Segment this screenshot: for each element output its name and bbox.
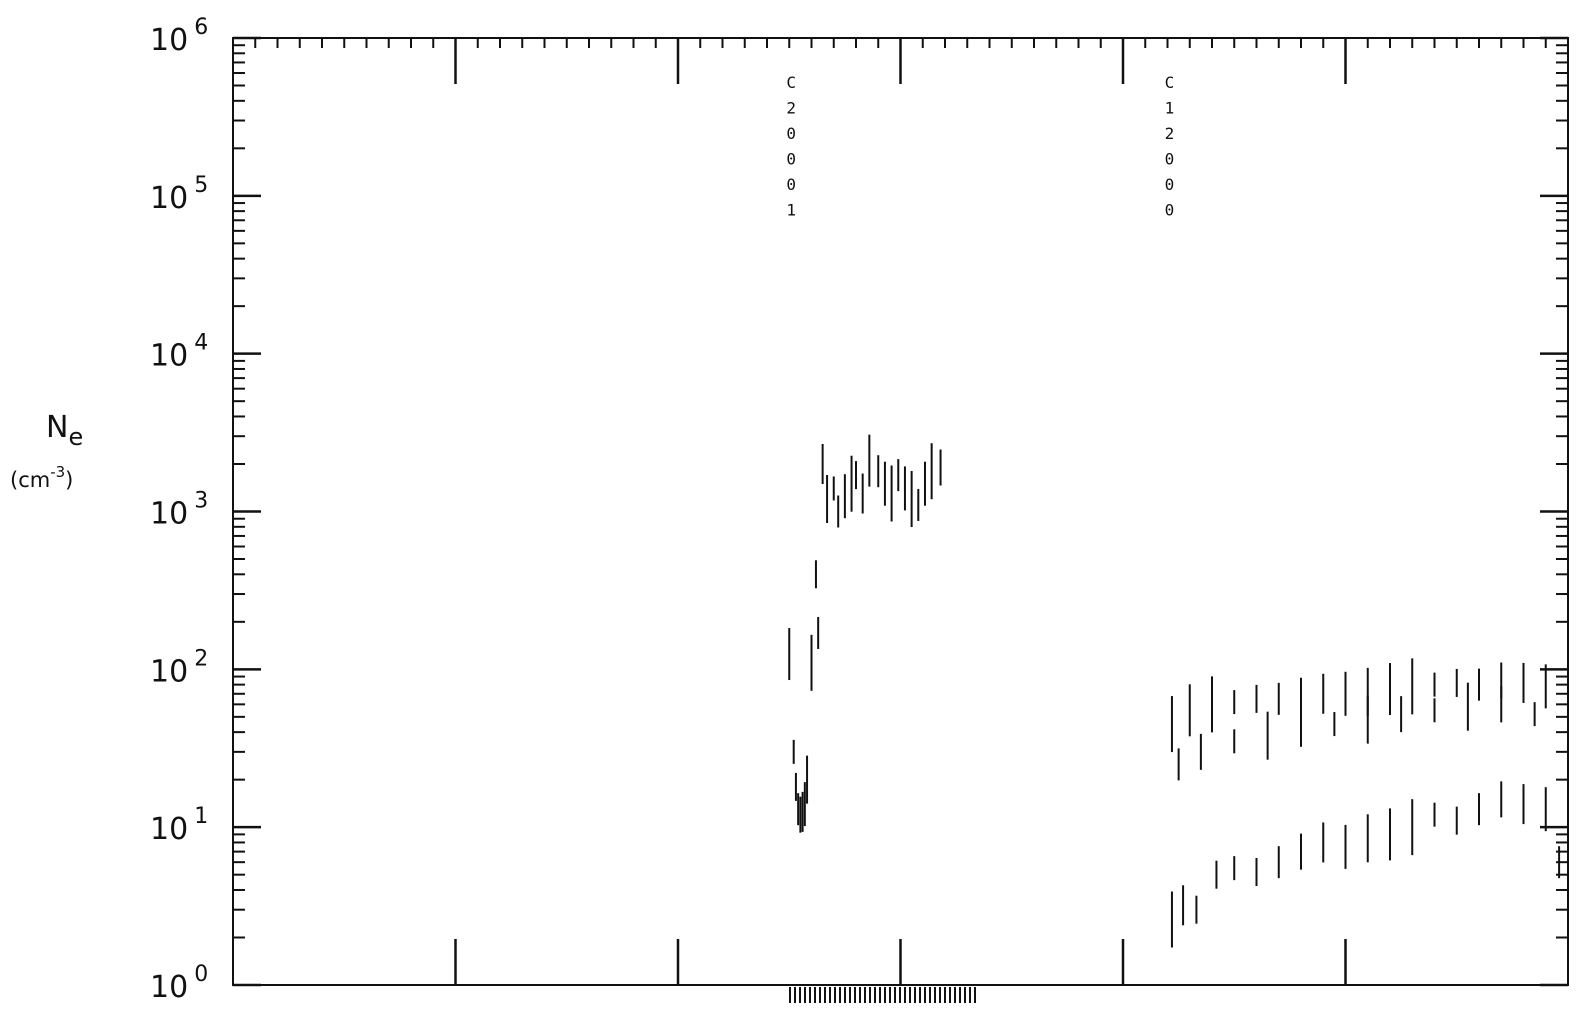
y-tick-exponent: 3 [194, 489, 208, 514]
data-layer [788, 434, 1569, 948]
vertical-labels: C 2 0 0 0 1 C 1 2 0 0 0 [786, 73, 1174, 220]
vertical-label-char: 0 [786, 124, 796, 143]
ylabel-sub: e [68, 423, 83, 451]
y-tick-exponent: 2 [194, 646, 208, 671]
y-tick-exponent: 0 [194, 962, 208, 987]
vertical-label-char: 1 [786, 201, 796, 220]
yunit-base: (cm [10, 468, 50, 492]
y-tick-base: 10 [150, 970, 188, 1005]
y-tick-base: 10 [150, 181, 188, 216]
bottom-hatch [789, 987, 976, 1003]
y-axis-label: Ne (cm-3) [10, 410, 83, 492]
y-tick-label: 10 2 [150, 646, 208, 689]
svg-text:Ne: Ne [46, 410, 83, 451]
vertical-label-char: C [1165, 73, 1175, 92]
y-tick-label: 10 1 [150, 804, 208, 847]
y-tick-base: 10 [150, 812, 188, 847]
y-tick-exponent: 6 [194, 15, 208, 40]
vertical-label-char: 0 [1165, 201, 1175, 220]
vertical-label-char: 2 [786, 99, 796, 118]
major-ticks [233, 36, 1568, 987]
vertical-label-char: 0 [786, 150, 796, 169]
y-tick-base: 10 [150, 654, 188, 689]
y-tick-label: 10 5 [150, 173, 208, 216]
y-tick-label: 10 4 [150, 331, 208, 374]
y-tick-base: 10 [150, 23, 188, 58]
vertical-label-char: 1 [1165, 99, 1175, 118]
y-tick-label: 10 3 [150, 489, 208, 532]
vertical-label: C 2 0 0 0 1 [786, 73, 796, 220]
y-tick-exponent: 5 [194, 173, 208, 198]
vertical-label-char: C [786, 73, 796, 92]
y-tick-exponent: 4 [194, 331, 208, 356]
y-tick-exponent: 1 [194, 804, 208, 829]
vertical-label-char: 0 [1165, 150, 1175, 169]
vertical-label-char: 2 [1165, 124, 1175, 143]
svg-text:(cm-3): (cm-3) [10, 463, 73, 492]
vertical-label: C 1 2 0 0 0 [1165, 73, 1175, 220]
y-tick-label: 10 0 [150, 962, 208, 1005]
vertical-label-char: 0 [786, 175, 796, 194]
minor-ticks [232, 38, 1569, 939]
y-tick-base: 10 [150, 497, 188, 532]
vertical-label-char: 0 [1165, 175, 1175, 194]
y-tick-label: 10 6 [150, 15, 208, 58]
yunit-exp: -3 [50, 463, 65, 481]
yunit-close: ) [65, 468, 73, 492]
y-tick-base: 10 [150, 339, 188, 374]
ylabel-main: N [46, 410, 68, 445]
